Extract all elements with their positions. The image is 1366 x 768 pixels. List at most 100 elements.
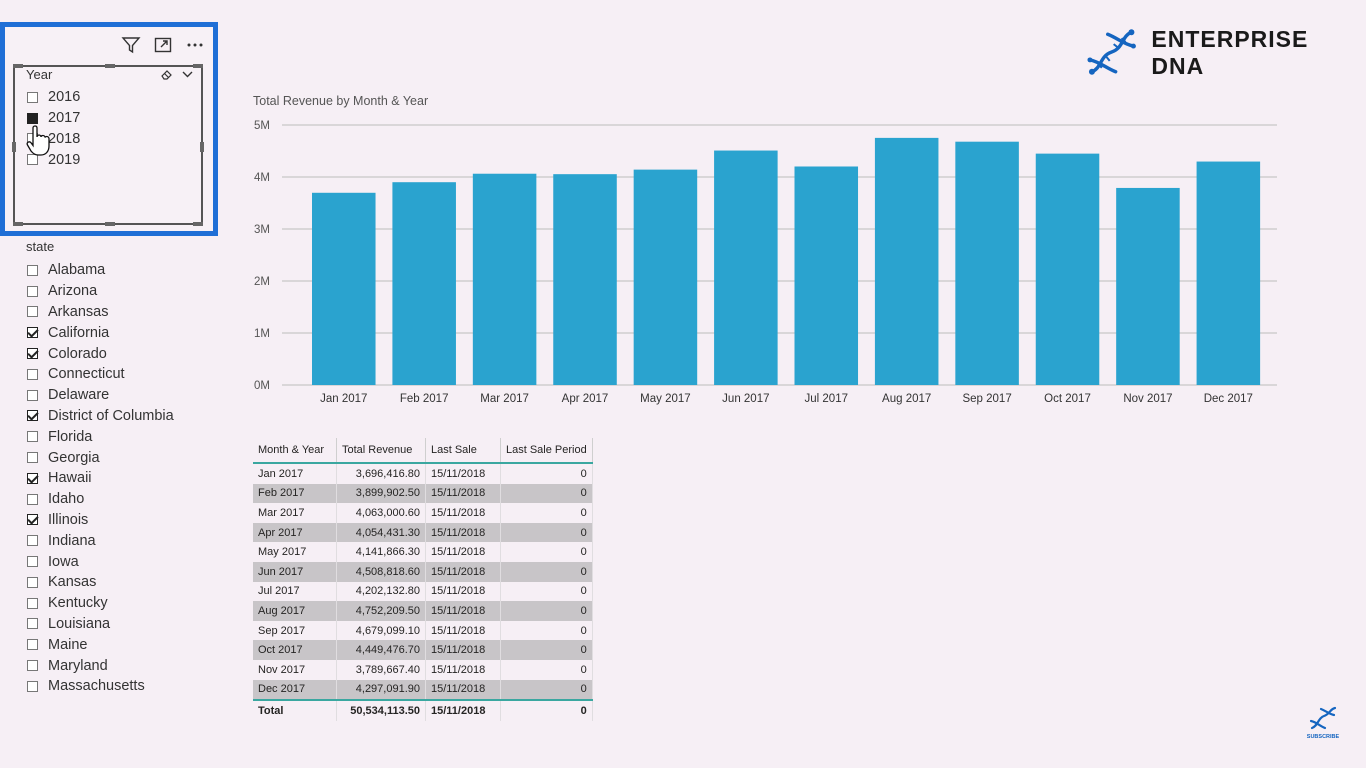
column-header-last-sale[interactable]: Last Sale bbox=[425, 438, 501, 464]
table-row[interactable]: Nov 2017 3,789,667.40 15/11/2018 0 bbox=[253, 659, 593, 680]
year-slicer-visual[interactable] bbox=[0, 22, 218, 236]
state-option[interactable]: Maryland bbox=[27, 655, 174, 676]
table-row[interactable]: Mar 2017 4,063,000.60 15/11/2018 0 bbox=[253, 503, 593, 523]
checkbox[interactable] bbox=[27, 368, 38, 380]
bar[interactable] bbox=[794, 166, 859, 385]
bar[interactable] bbox=[955, 141, 1019, 385]
state-option[interactable]: California bbox=[27, 322, 174, 343]
state-option[interactable]: Arizona bbox=[27, 281, 174, 302]
bar[interactable] bbox=[312, 192, 376, 385]
resize-handle[interactable] bbox=[13, 222, 23, 226]
table-row[interactable]: Oct 2017 4,449,476.70 15/11/2018 0 bbox=[253, 640, 593, 660]
revenue-bar-chart[interactable]: 0M 1M 2M 3M 4M 5M Jan 2017 Feb 2017 Mar 2017 Apr … bbox=[240, 110, 1290, 415]
state-option[interactable]: Louisiana bbox=[27, 614, 174, 635]
resize-handle[interactable] bbox=[193, 222, 203, 226]
checkbox[interactable] bbox=[27, 660, 38, 672]
checkbox-checked[interactable] bbox=[27, 327, 38, 339]
resize-handle[interactable] bbox=[200, 142, 204, 152]
checkbox-checked[interactable] bbox=[27, 348, 38, 360]
state-option[interactable]: Delaware bbox=[27, 385, 174, 406]
cell-month-year: Sep 2017 bbox=[253, 620, 337, 641]
checkbox[interactable] bbox=[27, 680, 38, 692]
resize-handle[interactable] bbox=[12, 142, 16, 152]
checkbox[interactable] bbox=[27, 306, 38, 318]
state-option[interactable]: Connecticut bbox=[27, 364, 174, 385]
table-row[interactable]: Aug 2017 4,752,209.50 15/11/2018 0 bbox=[253, 601, 593, 621]
state-option[interactable]: Idaho bbox=[27, 489, 174, 510]
revenue-table[interactable]: Month & Year Total Revenue Last Sale Las… bbox=[253, 438, 593, 722]
checkbox[interactable] bbox=[27, 556, 38, 568]
checkbox[interactable] bbox=[27, 264, 38, 276]
checkbox[interactable] bbox=[27, 576, 38, 588]
bar[interactable] bbox=[1035, 153, 1100, 385]
checkbox[interactable] bbox=[27, 597, 38, 609]
option-label: Florida bbox=[48, 428, 93, 445]
cell-total-revenue: 4,752,209.50 bbox=[336, 601, 426, 621]
focus-mode-icon[interactable] bbox=[153, 35, 173, 55]
bar[interactable] bbox=[1196, 161, 1261, 385]
state-option[interactable]: Arkansas bbox=[27, 302, 174, 323]
table-row[interactable]: Sep 2017 4,679,099.10 15/11/2018 0 bbox=[253, 620, 593, 641]
resize-handle[interactable] bbox=[193, 64, 203, 68]
state-option[interactable]: Indiana bbox=[27, 530, 174, 551]
more-options-icon[interactable] bbox=[185, 35, 205, 55]
bar[interactable] bbox=[1116, 187, 1180, 385]
bar[interactable] bbox=[874, 137, 939, 385]
column-header-last-sale-period[interactable]: Last Sale Period bbox=[500, 438, 593, 464]
table-row[interactable]: May 2017 4,141,866.30 15/11/2018 0 bbox=[253, 542, 593, 562]
cell-last-sale-period: 0 bbox=[500, 522, 593, 543]
checkbox[interactable] bbox=[27, 431, 38, 443]
state-option[interactable]: Colorado bbox=[27, 343, 174, 364]
checkbox-checked[interactable] bbox=[27, 410, 38, 422]
chevron-down-icon[interactable] bbox=[181, 68, 194, 86]
state-option[interactable]: Florida bbox=[27, 426, 174, 447]
state-option[interactable]: Massachusetts bbox=[27, 676, 174, 697]
checkbox[interactable] bbox=[27, 452, 38, 464]
checkbox-checked[interactable] bbox=[27, 472, 38, 484]
checkbox[interactable] bbox=[27, 112, 38, 124]
state-option[interactable]: District of Columbia bbox=[27, 406, 174, 427]
checkbox[interactable] bbox=[27, 639, 38, 651]
checkbox[interactable] bbox=[27, 493, 38, 505]
checkbox[interactable] bbox=[27, 618, 38, 630]
bar[interactable] bbox=[392, 182, 456, 385]
subscribe-button[interactable]: SUBSCRIBE bbox=[1304, 706, 1342, 745]
table-row[interactable]: Apr 2017 4,054,431.30 15/11/2018 0 bbox=[253, 522, 593, 543]
bar[interactable] bbox=[472, 173, 537, 385]
checkbox[interactable] bbox=[27, 91, 38, 103]
cell-month-year: Apr 2017 bbox=[253, 522, 337, 543]
checkbox[interactable] bbox=[27, 285, 38, 297]
state-option[interactable]: Alabama bbox=[27, 260, 174, 281]
year-option-2019[interactable]: 2019 bbox=[27, 149, 80, 170]
checkbox[interactable] bbox=[27, 389, 38, 401]
state-option[interactable]: Illinois bbox=[27, 510, 174, 531]
checkbox[interactable] bbox=[27, 535, 38, 547]
column-header-month-year[interactable]: Month & Year bbox=[253, 438, 337, 464]
eraser-icon[interactable] bbox=[160, 68, 173, 86]
x-tick-label: Sep 2017 bbox=[962, 393, 1011, 405]
column-header-total-revenue[interactable]: Total Revenue bbox=[336, 438, 426, 464]
resize-handle[interactable] bbox=[13, 64, 23, 68]
table-row[interactable]: Jun 2017 4,508,818.60 15/11/2018 0 bbox=[253, 561, 593, 582]
year-slicer-body bbox=[5, 27, 213, 231]
state-option[interactable]: Iowa bbox=[27, 551, 174, 572]
resize-handle[interactable] bbox=[105, 64, 115, 68]
table-row[interactable]: Jan 2017 3,696,416.80 15/11/2018 0 bbox=[253, 463, 593, 484]
checkbox-checked[interactable] bbox=[27, 514, 38, 526]
resize-handle[interactable] bbox=[105, 222, 115, 226]
year-option-2017[interactable]: 2017 bbox=[27, 108, 80, 129]
state-option[interactable]: Maine bbox=[27, 634, 174, 655]
state-option[interactable]: Georgia bbox=[27, 447, 174, 468]
filter-icon[interactable] bbox=[121, 35, 141, 55]
year-option-2016[interactable]: 2016 bbox=[27, 87, 80, 108]
bar[interactable] bbox=[714, 150, 778, 385]
bar[interactable] bbox=[553, 174, 617, 385]
checkbox[interactable] bbox=[27, 154, 38, 166]
table-row[interactable]: Dec 2017 4,297,091.90 15/11/2018 0 bbox=[253, 679, 593, 701]
state-option[interactable]: Kansas bbox=[27, 572, 174, 593]
table-row[interactable]: Feb 2017 3,899,902.50 15/11/2018 0 bbox=[253, 483, 593, 504]
state-option[interactable]: Kentucky bbox=[27, 593, 174, 614]
state-option[interactable]: Hawaii bbox=[27, 468, 174, 489]
table-row[interactable]: Jul 2017 4,202,132.80 15/11/2018 0 bbox=[253, 581, 593, 602]
bar[interactable] bbox=[633, 169, 698, 385]
